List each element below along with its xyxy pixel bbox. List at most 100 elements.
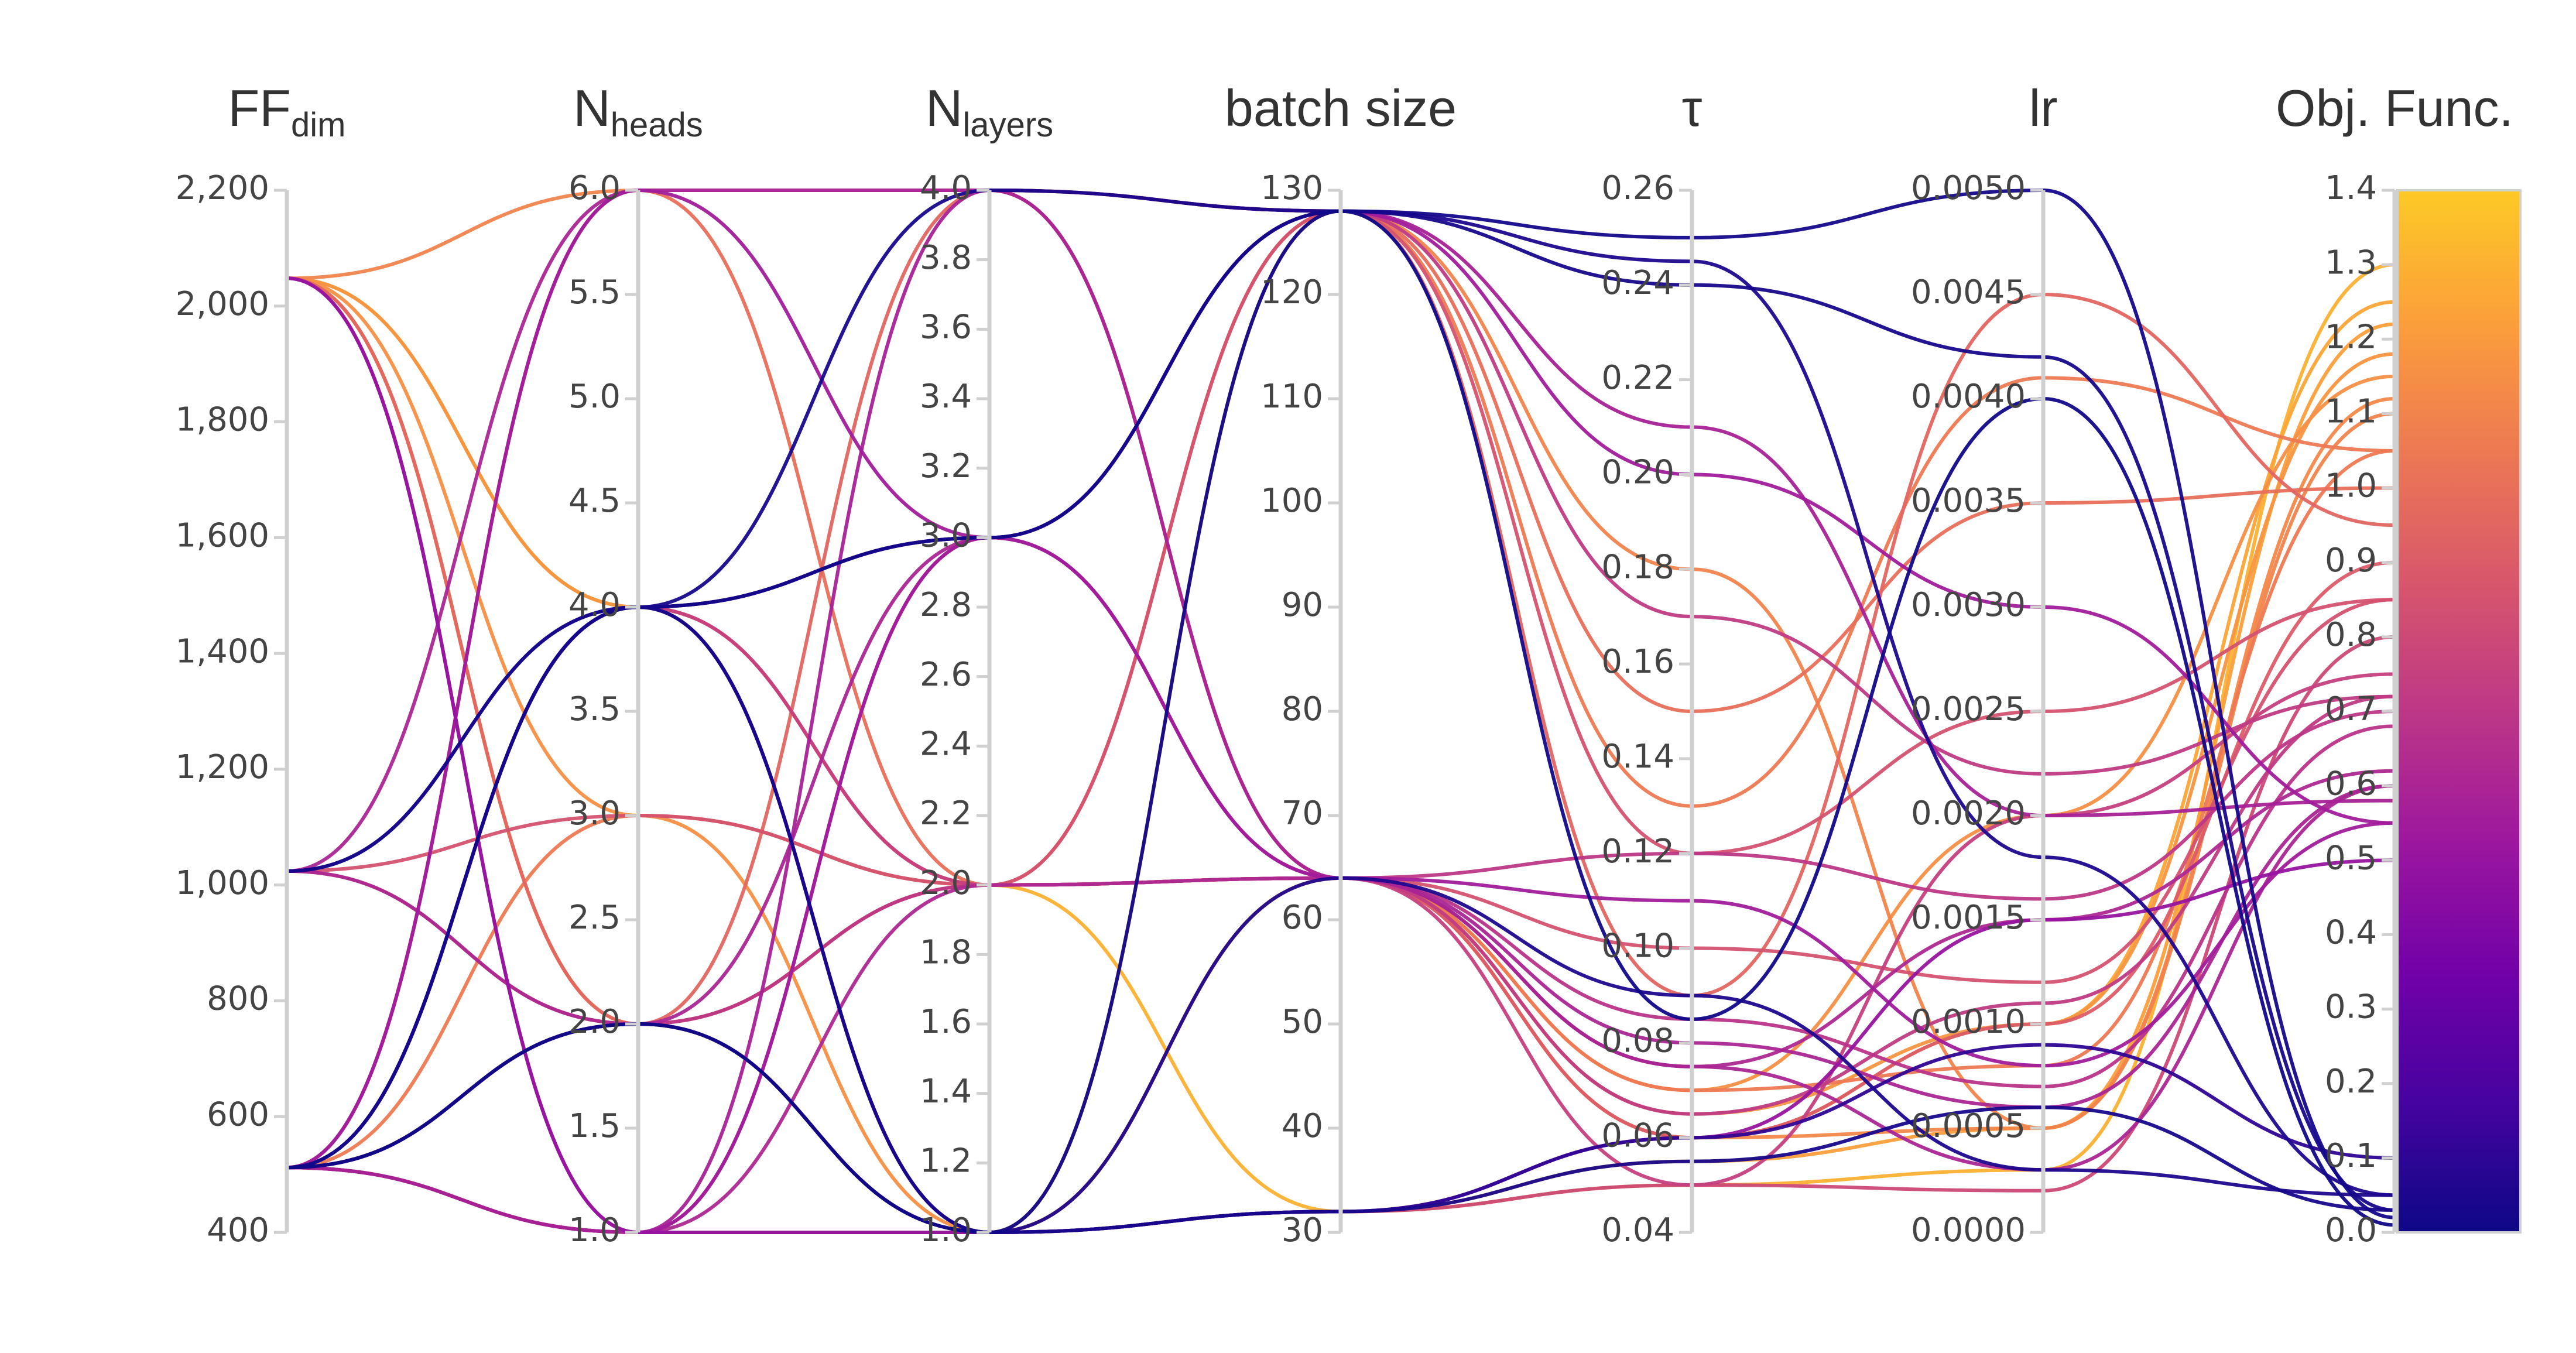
axis-title-subscript: dim: [291, 106, 345, 144]
tick-label: 1.8: [920, 933, 972, 971]
colorbar-gradient: [2396, 189, 2522, 1234]
tick-label: 0.3: [2325, 988, 2377, 1026]
tick-label: 0.0005: [1911, 1107, 2026, 1145]
tick-label: 5.5: [568, 273, 621, 311]
axis-title-main: τ: [1682, 79, 1703, 137]
axis-ff: 400 600 800 1,000 1,200 1,400 1,600 1,800 2,000 2…: [176, 79, 346, 1249]
tick-label: 0.12: [1601, 833, 1674, 871]
tick-label: 1.6: [920, 1003, 972, 1041]
tick-label: 6.0: [568, 169, 621, 207]
tick-label: 2.4: [920, 725, 972, 763]
axis-title: Obj. Func.: [2276, 79, 2513, 137]
tick-label: 0.0035: [1911, 482, 2026, 520]
tick-label: 0.26: [1601, 169, 1674, 207]
axis-title-main: batch size: [1225, 79, 1457, 137]
tick-label: 0.0: [2325, 1211, 2377, 1249]
axis-title: Nheads: [573, 79, 703, 144]
tick-label: 0.0025: [1911, 690, 2026, 728]
axis-tau: 0.04 0.06 0.08 0.10 0.12 0.14 0.16 0.18 0.20 0.22…: [1601, 79, 1702, 1249]
axis-title-main: Obj. Func.: [2276, 79, 2513, 137]
tick-label: 0.0020: [1911, 794, 2026, 833]
tick-label: 2.6: [920, 656, 972, 694]
tick-label: 0.10: [1601, 927, 1674, 965]
tick-label: 1,200: [176, 748, 269, 786]
axis-title: τ: [1682, 79, 1703, 137]
tick-label: 2.8: [920, 586, 972, 624]
axis-lr: 0.0000 0.0005 0.0010 0.0015 0.0020 0.0025 0.00…: [1911, 79, 2057, 1249]
tick-label: 0.16: [1601, 643, 1674, 681]
axes-layer: 400 600 800 1,000 1,200 1,400 1,600 1,800 2,000 2…: [176, 79, 2513, 1249]
tick-label: 3.2: [920, 447, 972, 485]
tick-label: 100: [1260, 482, 1323, 520]
tick-label: 40: [1282, 1107, 1323, 1145]
axis-title-main: N: [573, 79, 611, 137]
tick-label: 800: [207, 980, 269, 1018]
tick-label: 4.5: [568, 482, 621, 520]
axis-title: lr: [2029, 79, 2058, 137]
axis-title: FFdim: [228, 79, 346, 144]
axis-title: Nlayers: [926, 79, 1053, 144]
tick-label: 0.1: [2325, 1137, 2377, 1175]
tick-label: 3.4: [920, 378, 972, 416]
tick-label: 0.22: [1601, 359, 1674, 397]
tick-label: 110: [1260, 378, 1323, 416]
tick-label: 1,600: [176, 516, 269, 554]
tick-label: 0.06: [1601, 1116, 1674, 1155]
tick-label: 0.18: [1601, 548, 1674, 586]
tick-label: 50: [1282, 1003, 1323, 1041]
tick-label: 1.4: [920, 1073, 972, 1111]
tick-label: 2,200: [176, 169, 269, 207]
tick-label: 0.0010: [1911, 1003, 2026, 1041]
colorbar: [2396, 189, 2522, 1234]
tick-label: 1.0: [920, 1211, 972, 1249]
tick-label: 3.6: [920, 308, 972, 346]
tick-label: 0.0050: [1911, 169, 2026, 207]
tick-label: 0.14: [1601, 738, 1674, 776]
tick-label: 0.0040: [1911, 378, 2026, 416]
axis-heads: 1.0 1.5 2.0 2.5 3.0 3.5 4.0 4.5 5.0 5.5 6.0 Nheads: [568, 79, 703, 1249]
tick-label: 600: [207, 1095, 269, 1133]
axis-batch: 30 40 50 60 70 80 90 100 110 120 130 batch size: [1225, 79, 1457, 1249]
tick-label: 0.24: [1601, 264, 1674, 302]
tick-label: 70: [1282, 794, 1323, 833]
axis-layers: 1.0 1.2 1.4 1.6 1.8 2.0 2.2 2.4 2.6 2.8 3.0 3.2 3.4 3…: [920, 79, 1053, 1249]
tick-label: 0.8: [2325, 616, 2377, 654]
tick-label: 3.8: [920, 239, 972, 277]
tick-label: 1.3: [2325, 244, 2377, 282]
tick-label: 1.4: [2325, 169, 2377, 207]
tick-label: 0.7: [2325, 690, 2377, 728]
tick-label: 0.5: [2325, 839, 2377, 877]
axis-title: batch size: [1225, 79, 1457, 137]
tick-label: 0.0030: [1911, 586, 2026, 624]
tick-label: 0.0000: [1911, 1211, 2026, 1249]
tick-label: 80: [1282, 690, 1323, 728]
tick-label: 5.0: [568, 378, 621, 416]
tick-label: 0.20: [1601, 454, 1674, 492]
tick-label: 2.5: [568, 899, 621, 937]
tick-label: 0.4: [2325, 914, 2377, 952]
tick-label: 1.0: [568, 1211, 621, 1249]
tick-label: 2,000: [176, 285, 269, 323]
tick-label: 30: [1282, 1211, 1323, 1249]
tick-label: 60: [1282, 899, 1323, 937]
axis-title-subscript: heads: [611, 106, 703, 144]
tick-label: 4.0: [568, 586, 621, 624]
tick-label: 1.2: [920, 1142, 972, 1180]
record-line: [286, 209, 2395, 1235]
axis-title-main: lr: [2029, 79, 2058, 137]
tick-label: 0.6: [2325, 765, 2377, 803]
tick-label: 0.04: [1601, 1211, 1674, 1249]
tick-label: 3.0: [920, 516, 972, 554]
tick-label: 1.0: [2325, 467, 2377, 505]
tick-label: 0.9: [2325, 542, 2377, 580]
tick-label: 1.5: [568, 1107, 621, 1145]
tick-label: 1.2: [2325, 318, 2377, 356]
tick-label: 0.0015: [1911, 899, 2026, 937]
axis-title-main: N: [926, 79, 963, 137]
axis-title-main: FF: [228, 79, 292, 137]
tick-label: 1,000: [176, 864, 269, 902]
tick-label: 400: [207, 1211, 269, 1249]
tick-label: 1.1: [2325, 393, 2377, 431]
tick-label: 1,400: [176, 632, 269, 670]
